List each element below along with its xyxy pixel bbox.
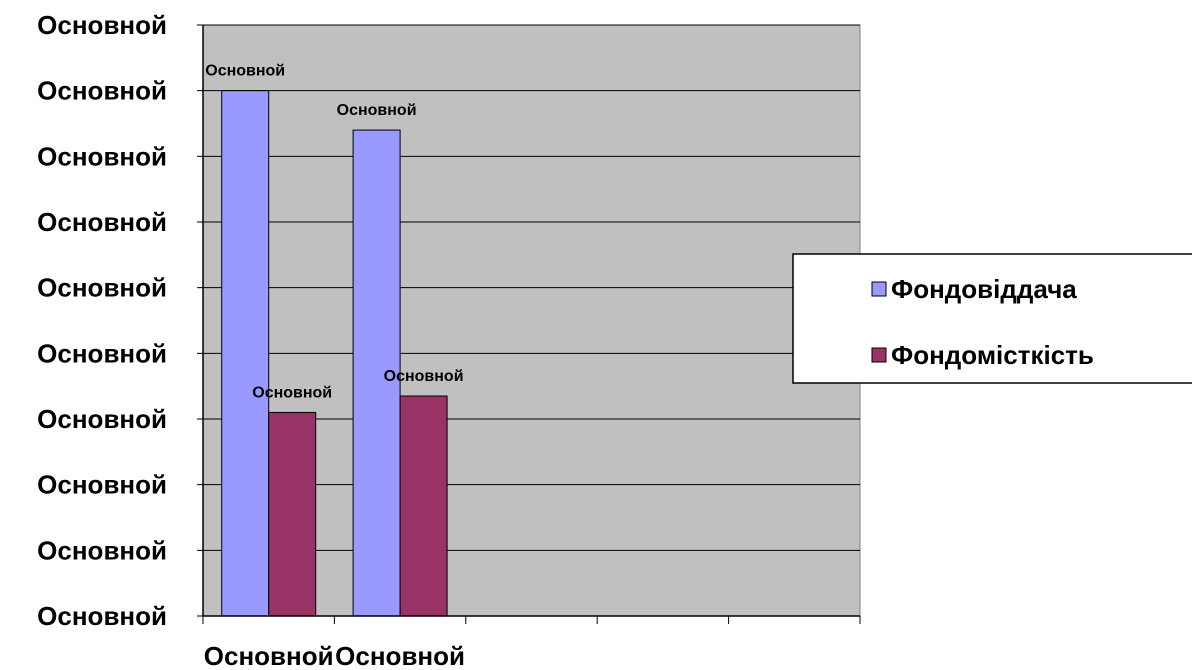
- legend: Фондовіддача Фондомісткість: [792, 253, 1192, 384]
- legend-swatch: [871, 281, 887, 297]
- data-labels: Основной Основной Основной Основной: [205, 63, 463, 402]
- y-tick-label: Основной: [37, 207, 167, 237]
- data-label: Основной: [337, 102, 417, 119]
- legend-entry-label: Фондовіддача: [891, 274, 1077, 304]
- x-axis-ticks: Основной Основной: [202, 616, 861, 670]
- x-tick-label: Основной: [335, 641, 465, 670]
- legend-entry-label: Фондомісткість: [891, 340, 1094, 370]
- y-tick-label: Основной: [37, 470, 167, 500]
- y-tick-label: Основной: [37, 273, 167, 303]
- bar: [399, 395, 448, 617]
- y-tick-label: Основной: [37, 601, 167, 631]
- data-label: Основной: [252, 384, 332, 401]
- bars: [221, 90, 448, 617]
- y-tick-label: Основной: [37, 535, 167, 565]
- data-label: Основной: [205, 63, 285, 80]
- y-tick-label: Основной: [37, 141, 167, 171]
- y-tick-label: Основной: [37, 76, 167, 106]
- y-tick-label: Основной: [37, 338, 167, 368]
- bar: [268, 411, 317, 617]
- legend-box: [792, 253, 1192, 384]
- bar: [221, 90, 270, 617]
- x-tick-label: Основной: [204, 641, 334, 670]
- y-axis-ticks: Основной Основной Основной Основной Основной…: [37, 10, 203, 631]
- data-label: Основной: [384, 368, 464, 385]
- y-tick-label: Основной: [37, 10, 167, 40]
- legend-swatch: [871, 347, 887, 363]
- y-tick-label: Основной: [37, 404, 167, 434]
